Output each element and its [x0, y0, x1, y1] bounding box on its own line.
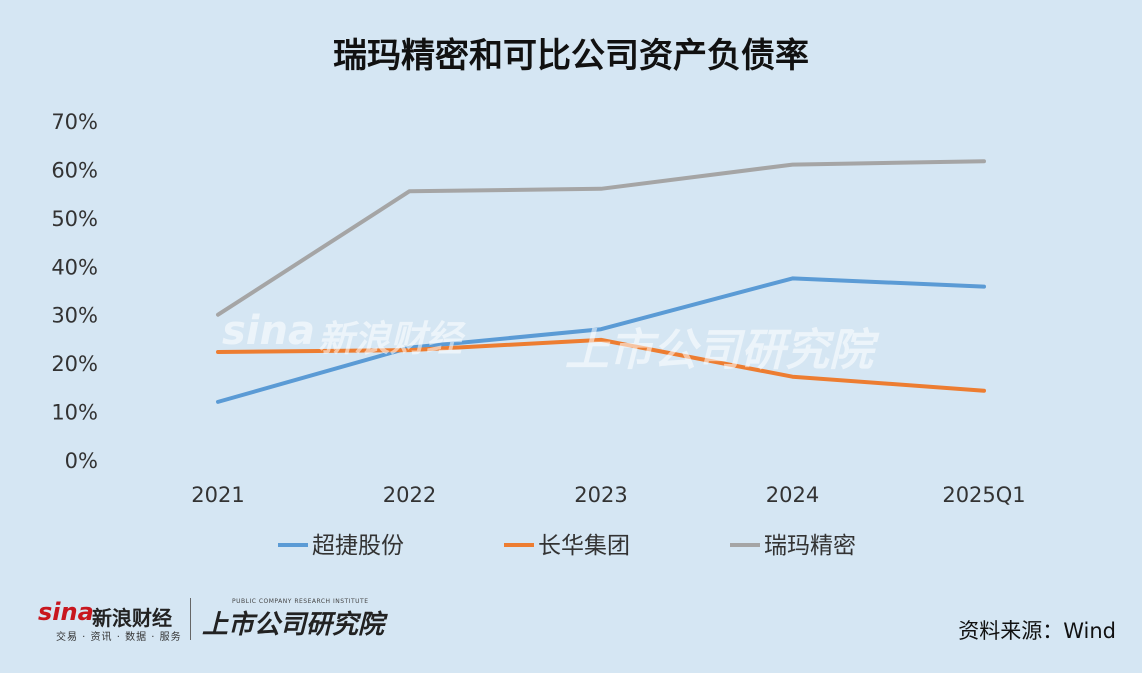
y-tick-label: 70%	[51, 110, 98, 134]
legend-label: 超捷股份	[312, 533, 404, 559]
institute-logo: 上市公司研究院	[202, 610, 385, 640]
legend-label: 长华集团	[538, 533, 630, 559]
series-line-超捷股份	[216, 276, 986, 404]
x-tick-label: 2025Q1	[942, 483, 1025, 507]
y-tick-label: 20%	[51, 352, 98, 376]
chart-title: 瑞玛精密和可比公司资产负债率	[333, 36, 809, 76]
y-tick-label: 10%	[51, 401, 98, 425]
sina-slogan: 交易 · 资讯 · 数据 · 服务	[56, 632, 182, 643]
series-line-长华集团	[216, 337, 986, 393]
institute-logo-en: PUBLIC COMPANY RESEARCH INSTITUTE	[232, 598, 369, 605]
x-tick-label: 2023	[574, 483, 627, 507]
x-tick-label: 2021	[191, 483, 244, 507]
logo-divider	[190, 598, 191, 640]
y-tick-label: 60%	[51, 158, 98, 182]
y-tick-label: 30%	[51, 304, 98, 328]
x-tick-label: 2024	[766, 483, 819, 507]
source-note: 资料来源：Wind	[958, 619, 1116, 643]
sina-logo: sina	[38, 598, 94, 626]
y-tick-label: 0%	[65, 449, 98, 473]
x-tick-label: 2022	[383, 483, 436, 507]
series-line-瑞玛精密	[216, 159, 986, 317]
y-tick-label: 40%	[51, 255, 98, 279]
y-tick-label: 50%	[51, 207, 98, 231]
legend-label: 瑞玛精密	[764, 533, 856, 559]
sina-finance-logo: 新浪财经	[92, 606, 172, 630]
